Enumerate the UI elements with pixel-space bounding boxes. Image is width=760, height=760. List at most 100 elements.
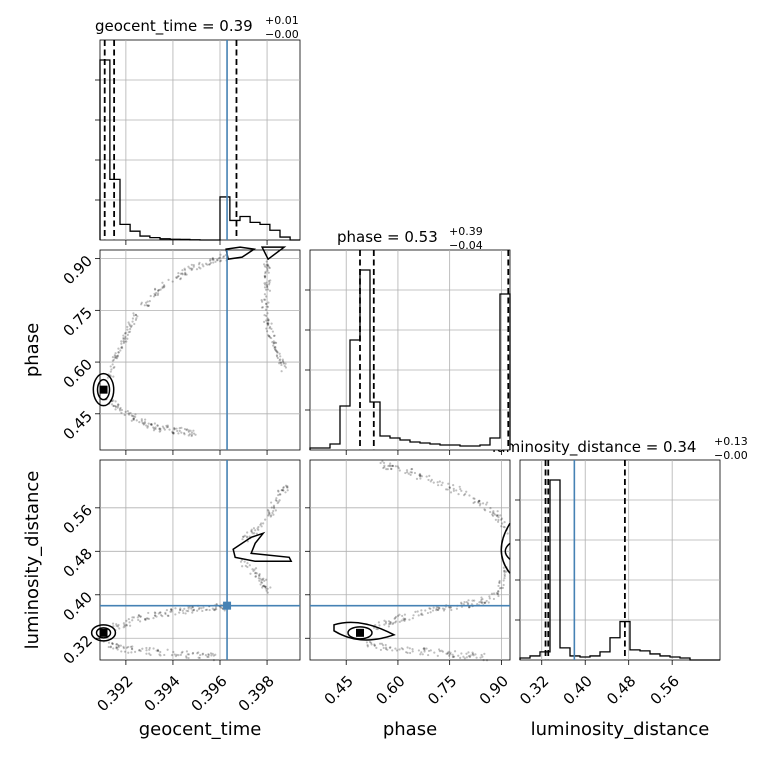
scatter-lum-vs-geocent-time-sample-point [152,647,155,650]
scatter-phase-vs-geocent-time-sample-point [113,356,117,359]
scatter-lum-vs-geocent-time-sample-point [253,532,256,535]
scatter-phase-vs-geocent-time-sample-point [115,355,118,358]
scatter-lum-vs-phase-sample-point [500,586,503,590]
scatter-phase-vs-geocent-time-sample-point [146,426,149,429]
scatter-lum-vs-phase-sample-point [445,652,448,655]
scatter-lum-vs-phase-sample-point [400,619,403,622]
scatter-lum-vs-phase-sample-point [482,659,485,662]
scatter-lum-vs-phase-sample-point [440,483,443,487]
scatter-lum-vs-geocent-time-sample-point [115,624,118,628]
scatter-lum-vs-geocent-time-sample-point [191,651,195,655]
scatter-lum-vs-geocent-time-contour-inner [95,627,112,639]
scatter-lum-vs-geocent-time-sample-point [179,608,182,612]
scatter-lum-vs-phase-sample-point [380,642,384,645]
scatter-lum-vs-phase-sample-point [472,501,475,505]
scatter-lum-vs-phase-sample-point [497,584,500,588]
scatter-lum-vs-geocent-time-sample-point [192,609,195,612]
scatter-phase-vs-geocent-time-sample-point [271,330,275,333]
scatter-lum-vs-phase-sample-point [497,590,500,593]
scatter-lum-vs-phase-sample-point [499,518,503,521]
scatter-lum-vs-geocent-time-sample-point [177,654,180,657]
scatter-lum-vs-phase-sample-point [421,613,424,617]
scatter-lum-vs-phase-sample-point [496,510,499,513]
xtick-label: 0.398 [235,672,278,715]
scatter-lum-vs-phase-sample-point [441,650,445,653]
scatter-phase-vs-geocent-time-sample-point [167,278,170,282]
scatter-phase-vs-geocent-time-sample-point [171,280,174,283]
scatter-phase-vs-geocent-time-sample-point [173,428,176,431]
scatter-lum-vs-geocent-time-sample-point [254,575,258,578]
scatter-phase-vs-geocent-time-sample-point [119,349,122,352]
scatter-phase-vs-geocent-time-sample-point [268,325,272,329]
scatter-lum-vs-geocent-time-sample-point [187,610,190,613]
scatter-phase-vs-geocent-time-sample-point [274,346,277,349]
scatter-lum-vs-geocent-time-sample-point [254,572,257,575]
scatter-phase-vs-geocent-time-sample-point [112,366,115,370]
scatter-phase-vs-geocent-time-sample-point [147,304,150,307]
scatter-lum-vs-phase-sample-point [391,464,395,468]
scatter-phase-vs-geocent-time-sample-point [212,258,215,261]
scatter-lum-vs-geocent-time-sample-point [180,651,183,654]
scatter-lum-vs-geocent-time-sample-point [181,650,184,653]
scatter-phase-vs-geocent-time-sample-point [149,423,153,426]
scatter-lum-vs-geocent-time-sample-point [107,645,110,649]
scatter-phase-vs-geocent-time-sample-point [209,259,212,262]
scatter-lum-vs-phase-sample-point [438,650,441,653]
scatter-lum-vs-geocent-time-sample-point [243,534,247,537]
scatter-lum-vs-geocent-time-sample-point [155,649,158,652]
scatter-phase-vs-geocent-time-sample-point [156,424,159,427]
scatter-lum-vs-phase-sample-point [437,648,441,651]
scatter-lum-vs-geocent-time-sample-point [267,511,271,514]
scatter-phase-vs-geocent-time-sample-point [264,308,268,311]
scatter-lum-vs-phase-sample-point [366,644,369,647]
scatter-lum-vs-phase-sample-point [388,622,391,626]
scatter-phase-vs-geocent-time-sample-point [132,417,135,421]
scatter-phase-vs-geocent-time-sample-point [187,434,190,437]
scatter-lum-vs-geocent-time-sample-point [258,572,261,576]
scatter-phase-vs-geocent-time-sample-point [154,427,157,431]
scatter-phase-vs-geocent-time-sample-point [116,354,120,357]
scatter-phase-vs-geocent-time-sample-point [208,263,211,266]
scatter-lum-vs-phase-sample-point [428,474,431,477]
scatter-phase-vs-geocent-time-sample-point [263,298,266,301]
scatter-phase-vs-geocent-time-sample-point [202,265,205,268]
scatter-lum-vs-phase-sample-point [394,620,398,623]
scatter-lum-vs-geocent-time-sample-point [191,609,194,612]
scatter-phase-vs-geocent-time-sample-point [158,427,161,430]
scatter-lum-vs-phase-sample-point [449,651,452,654]
scatter-phase-vs-geocent-time-sample-point [156,292,160,295]
scatter-phase-vs-geocent-time-sample-point [114,352,117,355]
scatter-phase-vs-geocent-time-sample-point [124,335,127,339]
scatter-lum-vs-geocent-time-sample-point [264,585,267,588]
scatter-phase-vs-geocent-time-sample-point [265,295,268,298]
scatter-phase-vs-geocent-time-sample-point [150,423,153,427]
scatter-lum-vs-geocent-time-sample-point [264,585,267,588]
scatter-lum-vs-geocent-time-sample-point [186,653,189,656]
scatter-phase-vs-geocent-time-sample-point [156,293,159,297]
scatter-lum-vs-phase-sample-point [377,621,380,624]
scatter-phase-vs-geocent-time-sample-point [147,422,150,425]
scatter-lum-vs-geocent-time-sample-point [191,611,194,614]
scatter-lum-vs-geocent-time-sample-point [260,581,264,584]
scatter-lum-vs-phase-sample-point [391,464,394,468]
scatter-phase-vs-geocent-time-sample-point [117,347,120,350]
scatter-phase-vs-geocent-time-sample-point [268,281,271,284]
scatter-phase-vs-geocent-time-sample-point [178,427,181,430]
scatter-lum-vs-phase-sample-point [426,611,430,615]
scatter-lum-vs-phase-sample-point [411,648,414,651]
scatter-phase-vs-geocent-time-sample-point [268,289,272,292]
scatter-lum-vs-geocent-time-sample-point [260,522,263,525]
scatter-phase-vs-geocent-time-sample-point [180,426,183,429]
scatter-lum-vs-geocent-time-sample-point [192,608,196,611]
scatter-lum-vs-phase-sample-point [406,646,409,649]
scatter-lum-vs-phase-sample-point [422,647,425,650]
scatter-phase-vs-geocent-time-sample-point [126,337,129,340]
scatter-lum-vs-geocent-time-sample-point [286,486,289,489]
ytick-label: 0.48 [60,545,96,581]
xtick-label: 0.48 [603,672,639,708]
scatter-lum-vs-phase-sample-point [400,647,403,650]
scatter-phase-vs-geocent-time-sample-point [264,275,267,278]
scatter-lum-vs-phase-sample-point [465,601,468,604]
scatter-phase-vs-geocent-time-sample-point [266,288,270,291]
scatter-lum-vs-geocent-time-sample-point [263,585,267,588]
